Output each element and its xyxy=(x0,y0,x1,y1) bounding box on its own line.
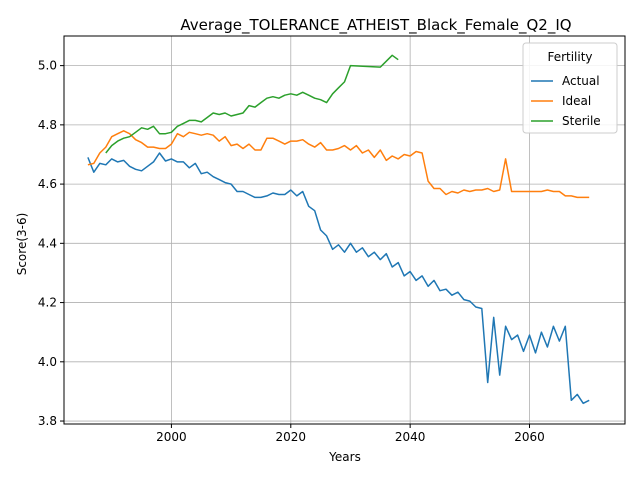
y-tick-label: 4.6 xyxy=(38,177,57,191)
y-tick-label: 5.0 xyxy=(38,59,57,73)
y-tick-label: 4.4 xyxy=(38,236,57,250)
legend-label-sterile: Sterile xyxy=(562,114,601,128)
legend-label-actual: Actual xyxy=(562,74,600,88)
x-tick-label: 2020 xyxy=(276,430,307,444)
y-tick-label: 3.8 xyxy=(38,414,57,428)
x-axis-label: Years xyxy=(328,450,361,464)
legend: Fertility Actual Ideal Sterile xyxy=(523,43,617,133)
y-tick-label: 4.8 xyxy=(38,118,57,132)
chart-title: Average_TOLERANCE_ATHEIST_Black_Female_Q… xyxy=(180,16,571,35)
y-tick-label: 4.2 xyxy=(38,296,57,310)
x-tick-label: 2000 xyxy=(156,430,187,444)
x-tick-label: 2060 xyxy=(514,430,545,444)
y-tick-label: 4.0 xyxy=(38,355,57,369)
y-axis-label: Score(3-6) xyxy=(15,213,29,276)
x-tick-label: 2040 xyxy=(395,430,426,444)
legend-label-ideal: Ideal xyxy=(562,94,591,108)
legend-title: Fertility xyxy=(547,50,592,64)
